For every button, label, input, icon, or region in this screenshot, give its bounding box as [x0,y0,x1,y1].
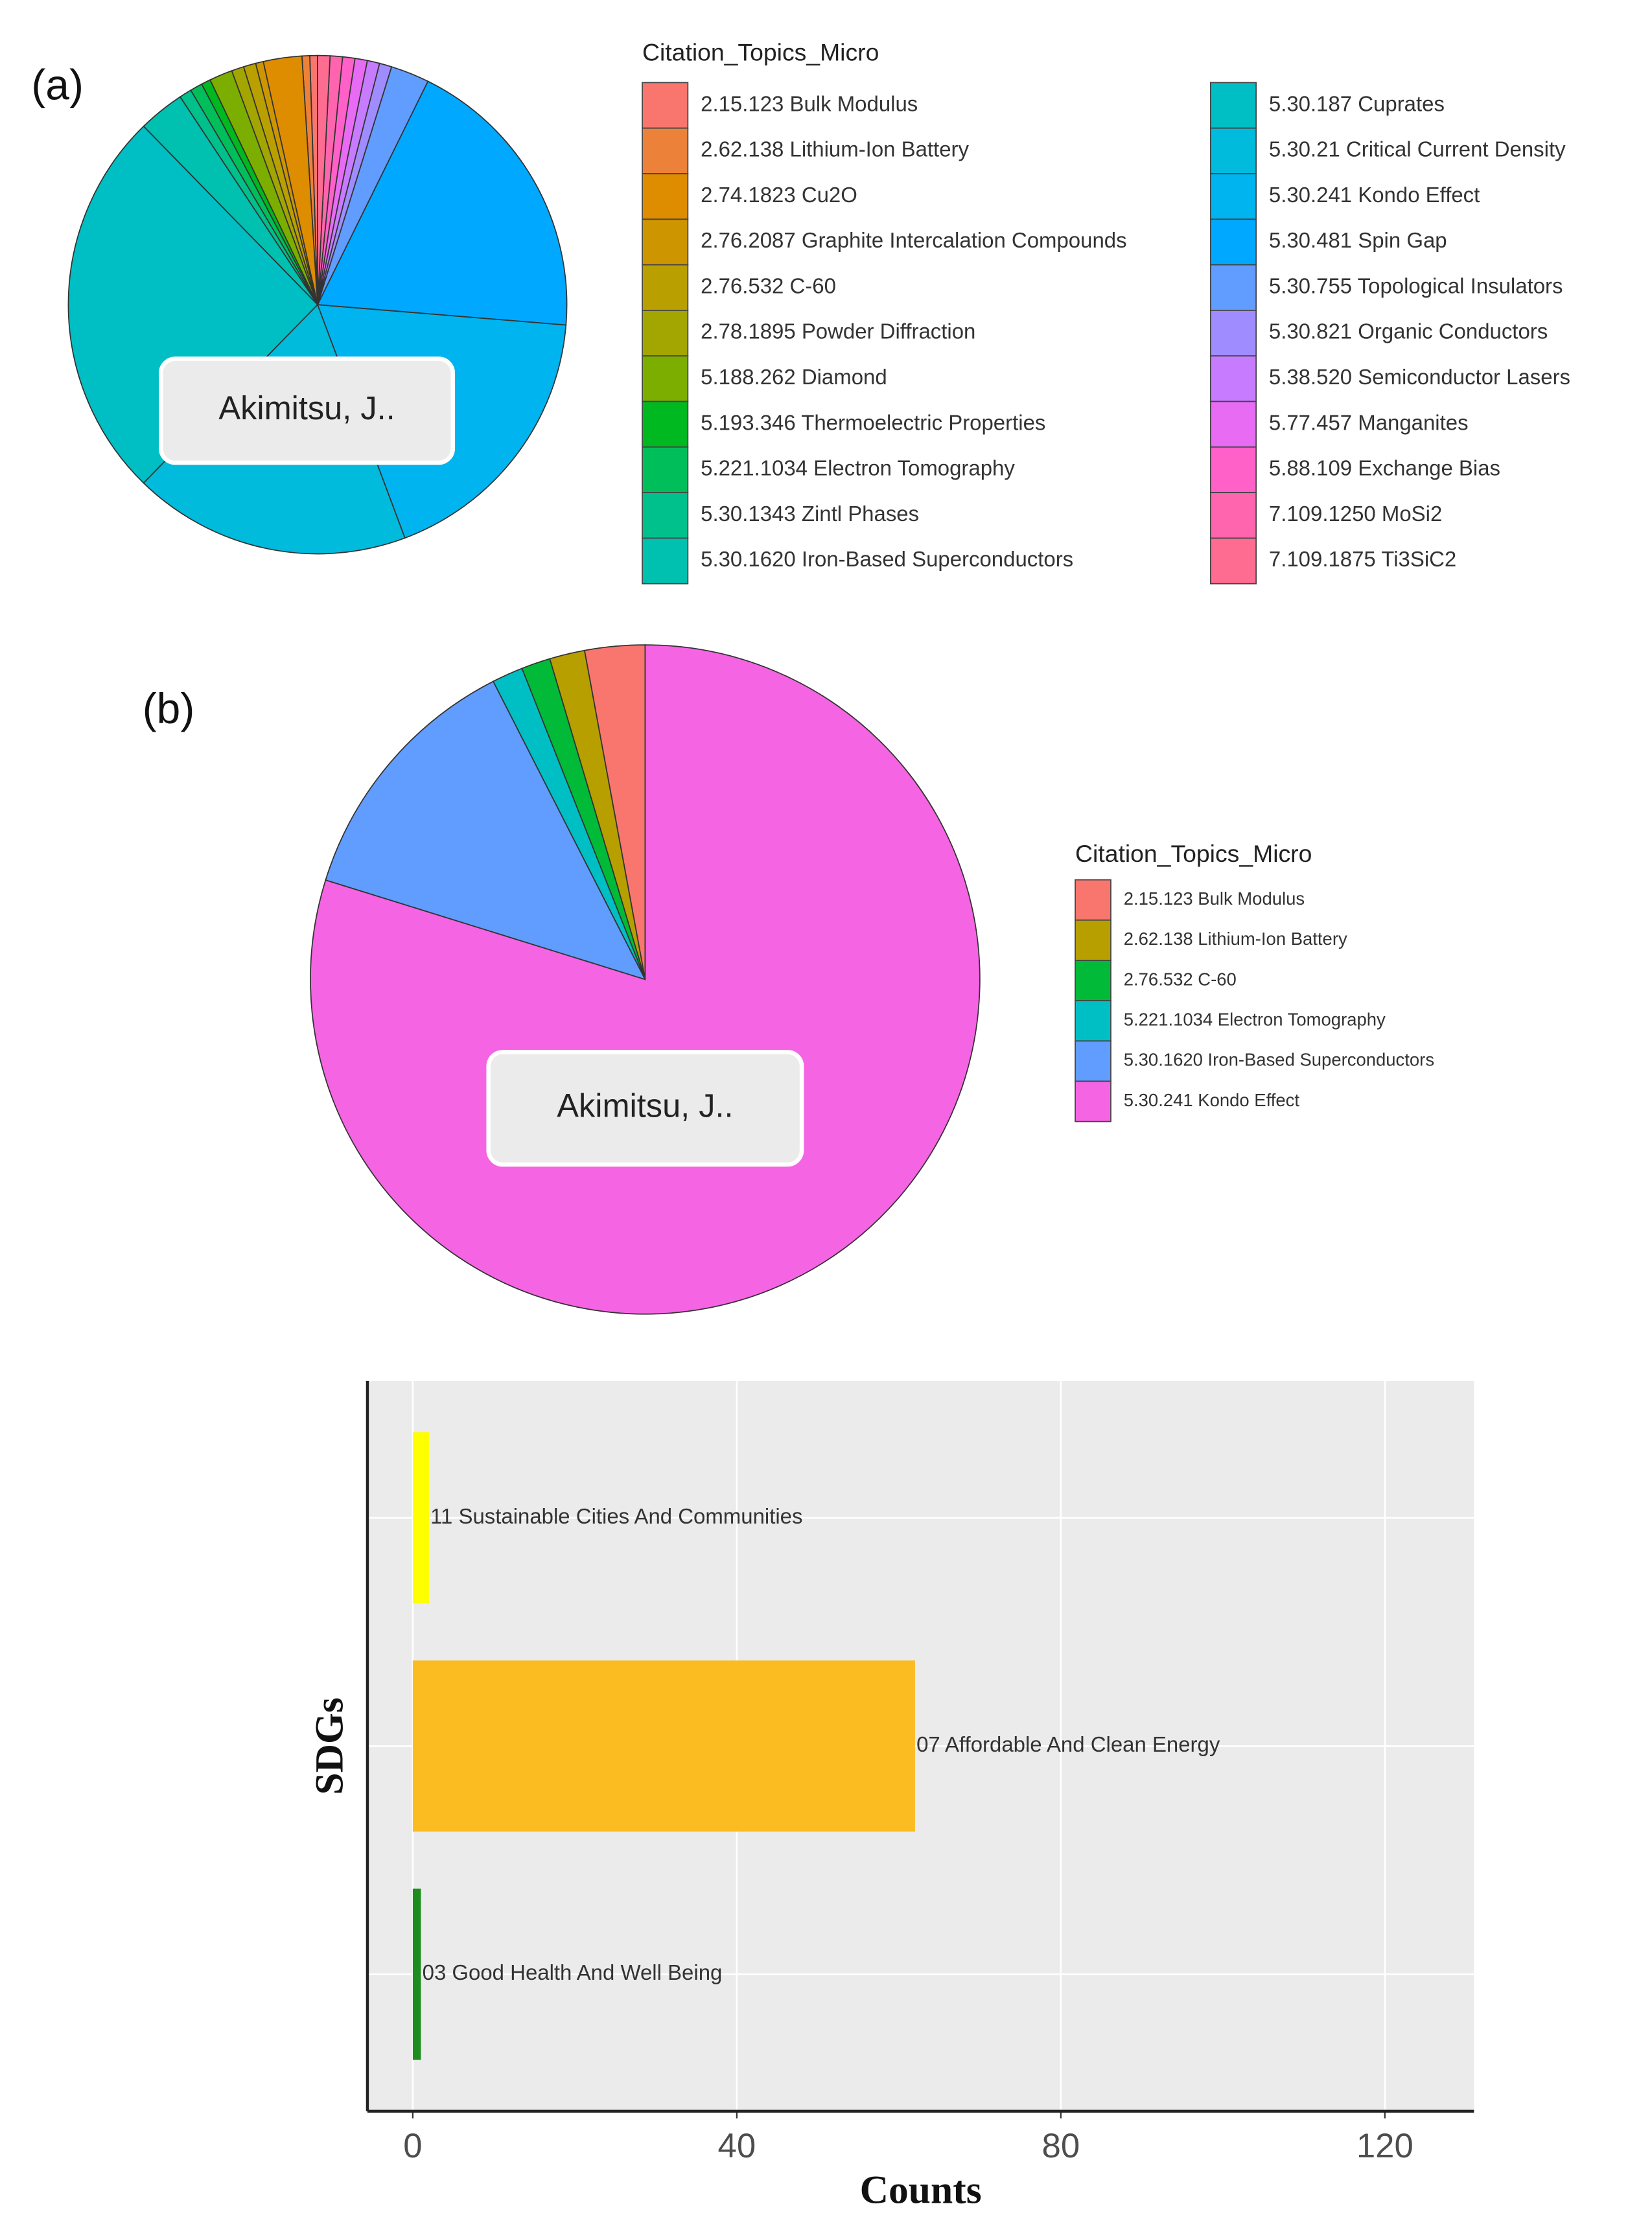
legend-key [1209,537,1257,585]
pie-slice [325,680,647,981]
legend-key [1209,264,1257,311]
legend-label: 2.62.138 Lithium-Ion Battery [701,137,969,161]
legend-label: 5.30.241 Kondo Effect [1124,1090,1300,1110]
bar [412,1888,421,2060]
legend-label: 2.62.138 Lithium-Ion Battery [1124,929,1347,949]
legend-key [1209,310,1257,357]
legend-label: 5.38.520 Semiconductor Lasers [1269,365,1570,389]
legend-key [1209,446,1257,493]
legend-label: 5.77.457 Manganites [1269,410,1469,434]
label-box [486,1050,804,1167]
legend-label: 2.15.123 Bulk Modulus [1124,888,1305,909]
legend-key [642,446,689,493]
pie-slice [67,125,319,484]
legend-key [1075,879,1111,921]
legend-key [1209,82,1257,129]
legend-label: 5.30.755 Topological Insulators [1269,273,1563,297]
legend-key [642,218,689,266]
legend-label: 5.188.262 Diamond [701,365,887,389]
legend-label: 5.30.481 Spin Gap [1269,228,1447,252]
legend-label: 2.76.532 C-60 [701,273,836,297]
legend-label: 5.30.187 Cuprates [1269,91,1445,115]
bar-label: 11 Sustainable Cities And Communities [430,1504,802,1528]
bar-label: 03 Good Health And Well Being [423,1960,723,1984]
legend-key [642,82,689,129]
pie-slice [310,644,981,1315]
x-tick-label: 40 [718,2127,756,2165]
legend-key [642,492,689,539]
legend-label: 5.221.1034 Electron Tomography [1124,1009,1386,1029]
legend-key [1209,173,1257,220]
x-tick-label: 120 [1356,2127,1414,2165]
legend-key [642,173,689,220]
pie-slice [317,54,331,305]
panel-label: (a) [31,61,84,109]
legend-label: 2.76.2087 Graphite Intercalation Compoun… [701,228,1126,252]
legend-key [1209,400,1257,448]
legend-label: 2.78.1895 Powder Diffraction [701,319,975,343]
legend-key [642,264,689,311]
y-axis-title: SDGs [307,1697,351,1794]
legend-key [1209,492,1257,539]
pie-slice [316,80,568,326]
legend-key [642,310,689,357]
legend-label: 5.30.241 Kondo Effect [1269,183,1480,207]
pie-label: Akimitsu, J.. [218,389,395,426]
legend-label: 2.76.532 C-60 [1124,969,1237,989]
legend-key [1209,127,1257,174]
legend-label: 7.109.1875 Ti3SiC2 [1269,547,1456,571]
legend-key [1075,1080,1111,1122]
panel-label: (b) [143,684,195,732]
legend-label: 5.30.1620 Iron-Based Superconductors [1124,1050,1434,1070]
legend-label: 5.193.346 Thermoelectric Properties [701,410,1045,434]
bar-label: 07 Affordable And Clean Energy [916,1732,1220,1756]
legend-title: Citation_Topics_Micro [642,38,879,65]
bar [412,1432,429,1604]
legend-label: 5.30.1620 Iron-Based Superconductors [701,547,1073,571]
x-tick-label: 0 [403,2127,422,2165]
legend-title: Citation_Topics_Micro [1075,840,1312,867]
legend-key [1075,1040,1111,1082]
legend-label: 5.30.821 Organic Conductors [1269,319,1548,343]
legend-key [1075,1000,1111,1042]
label-box [159,356,456,465]
legend-key [1209,355,1257,402]
legend-label: 5.88.109 Exchange Bias [1269,456,1500,480]
legend-label: 2.15.123 Bulk Modulus [701,91,918,115]
x-tick-label: 80 [1042,2127,1080,2165]
legend-label: 5.30.21 Critical Current Density [1269,137,1566,161]
legend-label: 7.109.1250 MoSi2 [1269,502,1442,526]
legend-key [1075,919,1111,961]
x-axis-title: Counts [860,2168,982,2212]
legend-key [642,537,689,585]
bar [412,1660,915,1832]
legend-key [642,127,689,174]
legend-key [1075,960,1111,1002]
legend-label: 5.30.1343 Zintl Phases [701,502,919,526]
legend-key [1209,218,1257,266]
legend-key [642,400,689,448]
legend-label: 5.221.1034 Electron Tomography [701,456,1015,480]
legend-label: 2.74.1823 Cu2O [701,183,857,207]
pie-label: Akimitsu, J.. [557,1087,733,1124]
legend-key [642,355,689,402]
